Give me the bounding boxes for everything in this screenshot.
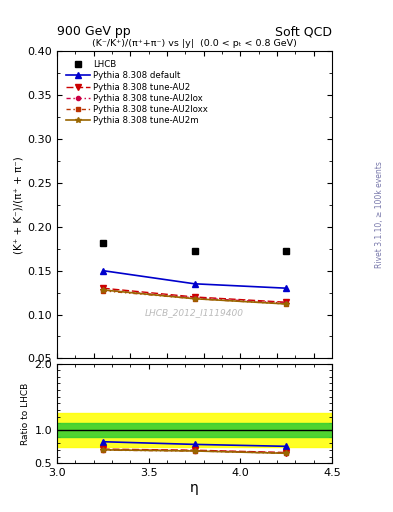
Bar xyxy=(57,414,332,446)
Text: 900 GeV pp: 900 GeV pp xyxy=(57,26,130,38)
Text: (K⁻/K⁺)/(π⁺+π⁻) vs |y|  (0.0 < pₜ < 0.8 GeV): (K⁻/K⁺)/(π⁺+π⁻) vs |y| (0.0 < pₜ < 0.8 G… xyxy=(92,39,297,48)
Text: LHCB_2012_I1119400: LHCB_2012_I1119400 xyxy=(145,308,244,317)
Text: Soft QCD: Soft QCD xyxy=(275,26,332,38)
X-axis label: η: η xyxy=(190,481,199,495)
Y-axis label: (K⁺ + K⁻)/(π⁺ + π⁻): (K⁺ + K⁻)/(π⁺ + π⁻) xyxy=(13,156,23,253)
Text: Rivet 3.1.10, ≥ 100k events: Rivet 3.1.10, ≥ 100k events xyxy=(375,162,384,268)
Bar xyxy=(57,423,332,437)
Legend: LHCB, Pythia 8.308 default, Pythia 8.308 tune-AU2, Pythia 8.308 tune-AU2lox, Pyt: LHCB, Pythia 8.308 default, Pythia 8.308… xyxy=(64,58,210,127)
Y-axis label: Ratio to LHCB: Ratio to LHCB xyxy=(21,382,30,444)
